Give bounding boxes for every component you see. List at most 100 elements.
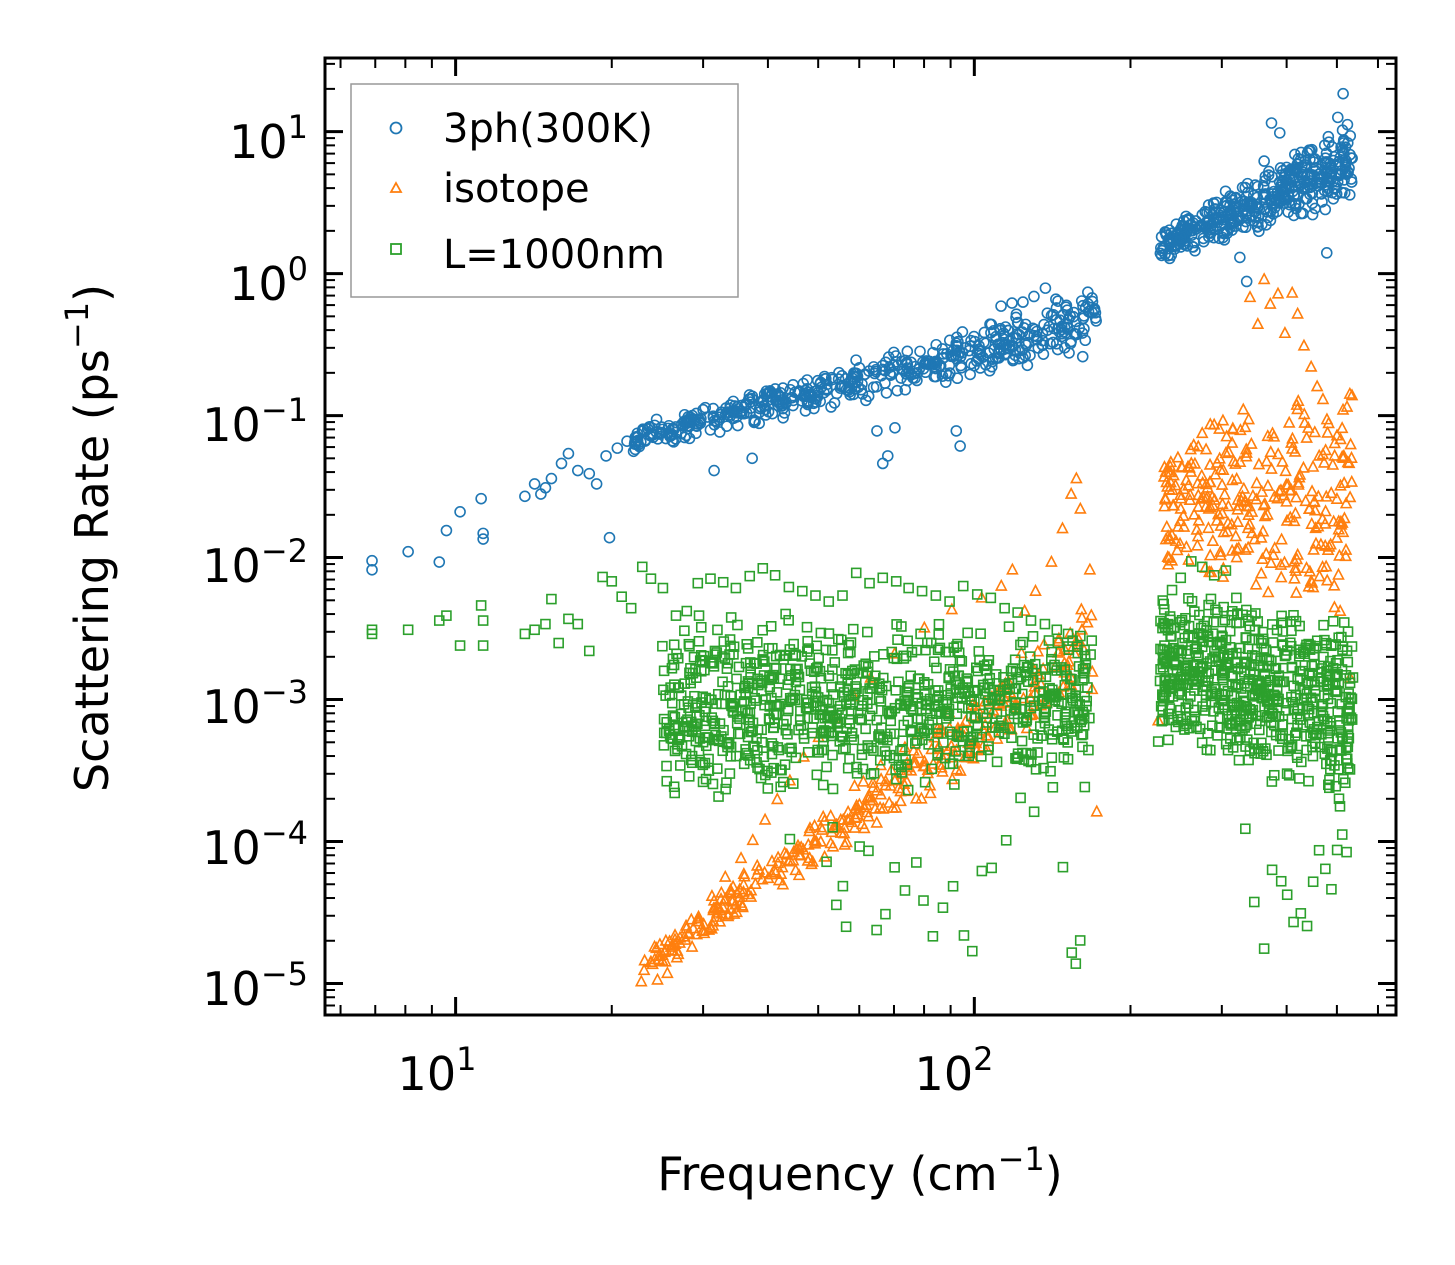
data-point	[713, 426, 726, 438]
data-point	[1246, 196, 1258, 209]
data-point	[895, 372, 907, 384]
data-point	[922, 678, 934, 690]
data-point	[1189, 244, 1201, 257]
data-point	[759, 656, 770, 667]
data-point	[1227, 742, 1239, 753]
data-point	[766, 387, 778, 399]
data-point	[882, 734, 893, 746]
data-point	[1248, 532, 1261, 545]
data-point	[746, 392, 758, 405]
data-point	[477, 615, 489, 626]
data-point	[1214, 518, 1228, 531]
data-point	[1195, 622, 1207, 634]
legend-marker-l1000nm	[390, 243, 402, 255]
data-point	[1320, 247, 1333, 259]
data-point	[842, 669, 854, 681]
data-point	[919, 366, 932, 379]
data-point	[994, 578, 1008, 591]
data-point	[951, 730, 963, 742]
data-point	[919, 776, 931, 788]
data-point	[1186, 556, 1197, 567]
data-point	[1252, 216, 1264, 229]
data-point	[848, 734, 860, 746]
data-point	[851, 683, 862, 694]
data-point	[852, 707, 864, 719]
data-point	[840, 742, 851, 754]
data-point	[933, 629, 945, 640]
data-point	[1291, 394, 1305, 407]
data-point	[1010, 308, 1023, 320]
data-point	[611, 442, 624, 454]
data-point	[1297, 719, 1309, 731]
data-point	[818, 731, 830, 743]
data-point	[706, 918, 720, 931]
legend: 3ph(300K) isotope L=1000nm	[350, 83, 739, 298]
data-point	[1037, 693, 1049, 705]
data-point	[678, 431, 691, 444]
data-point	[1319, 179, 1331, 191]
data-point	[997, 327, 1010, 339]
data-point	[979, 682, 990, 693]
data-point	[659, 954, 672, 967]
data-point	[669, 787, 680, 799]
data-point	[756, 872, 769, 885]
data-point	[679, 625, 690, 637]
data-point	[1248, 896, 1260, 908]
data-point	[1232, 663, 1244, 675]
data-point	[1218, 487, 1232, 500]
data-point	[1089, 306, 1102, 319]
data-point	[1266, 776, 1278, 787]
data-point	[1166, 584, 1178, 596]
data-point	[938, 737, 949, 748]
data-point	[1242, 507, 1255, 520]
data-point	[1038, 762, 1049, 774]
data-point	[1220, 565, 1232, 576]
data-point	[702, 922, 716, 935]
data-point	[1183, 487, 1197, 500]
data-point	[1231, 592, 1242, 604]
data-point	[903, 682, 914, 694]
data-point	[682, 696, 694, 707]
data-point	[771, 700, 783, 712]
data-point	[823, 596, 835, 607]
data-point	[1269, 193, 1281, 205]
data-point	[629, 443, 642, 456]
data-point	[890, 576, 902, 587]
data-point	[1205, 593, 1217, 605]
data-point	[1255, 484, 1269, 497]
data-point	[1173, 644, 1185, 656]
data-point	[679, 918, 693, 931]
data-point	[1243, 517, 1256, 530]
data-point	[1204, 475, 1217, 488]
data-point	[658, 665, 670, 677]
data-point	[1225, 517, 1239, 530]
data-point	[975, 628, 986, 640]
data-point	[1257, 188, 1270, 201]
data-point	[1328, 600, 1341, 613]
data-point	[1322, 743, 1333, 754]
data-point	[837, 880, 849, 892]
data-point	[440, 524, 453, 537]
data-point	[936, 764, 949, 777]
data-point	[1288, 609, 1299, 621]
data-point	[1249, 492, 1263, 505]
data-point	[862, 626, 873, 638]
data-point	[793, 724, 804, 736]
data-point	[1256, 524, 1270, 537]
data-point	[1017, 636, 1029, 648]
data-point	[971, 589, 983, 600]
data-point	[1242, 412, 1256, 425]
data-point	[1308, 503, 1322, 516]
data-point	[366, 624, 378, 636]
data-point	[1295, 908, 1307, 919]
data-point	[572, 618, 584, 630]
data-point	[713, 791, 724, 802]
data-point	[723, 738, 735, 750]
data-point	[1203, 206, 1216, 219]
data-point	[972, 720, 984, 732]
data-point	[519, 490, 531, 503]
data-point	[751, 757, 762, 768]
data-point	[1251, 317, 1265, 330]
data-point	[908, 756, 922, 769]
data-point	[1278, 326, 1292, 339]
